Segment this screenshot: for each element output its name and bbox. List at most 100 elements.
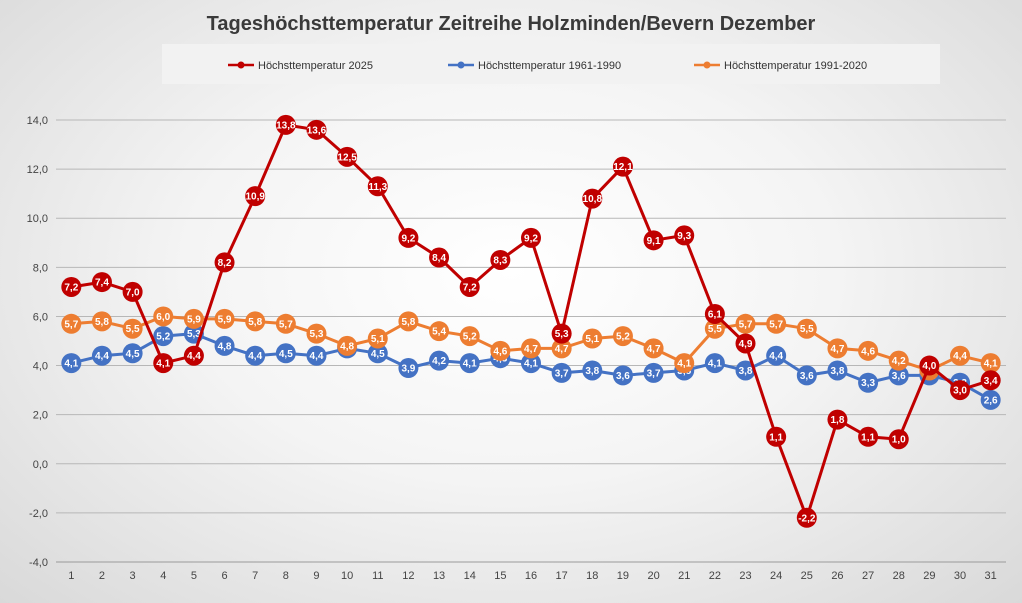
y-axis: -4,0 -2,0 0,0 2,0 4,0 6,0 8,0 10,0 12,0 14,0 [27,115,48,569]
data-point [275,313,296,334]
data-point [337,146,358,167]
data-point [398,358,419,379]
data-point [704,318,725,339]
x-tick-label: 15 [494,570,506,582]
data-label: 6,0 [156,312,170,323]
data-point [429,350,450,371]
data-point [61,313,82,334]
data-label: 7,0 [126,287,140,298]
data-point [796,318,817,339]
data-point [153,326,174,347]
data-label: 5,3 [310,329,324,340]
data-label: 4,1 [524,359,538,370]
data-label: 8,2 [218,258,232,269]
data-label: -2,2 [798,513,816,524]
data-point [306,323,327,344]
data-point [521,227,541,248]
data-point [643,338,664,359]
data-label: 4,1 [156,359,170,370]
data-label: 4,0 [922,361,936,372]
legend-label: Höchsttemperatur 1961-1990 [478,60,621,72]
x-tick-label: 20 [647,570,659,582]
data-label: 4,8 [218,341,232,352]
data-label: 11,3 [368,182,387,193]
data-label: 9,3 [677,231,691,242]
data-point [275,114,296,135]
x-tick-label: 8 [283,570,289,582]
data-label: 5,8 [248,317,262,328]
x-tick-label: 5 [191,570,197,582]
x-tick-label: 31 [985,570,997,582]
series-line [71,123,992,520]
data-label: 5,5 [126,324,140,335]
data-point [490,340,511,361]
data-point [796,507,817,528]
data-point [674,225,695,246]
data-label: 5,8 [95,317,109,328]
data-point [490,249,511,270]
data-label: 3,6 [892,371,906,382]
data-label: 10,9 [245,192,265,203]
data-label: 10,8 [583,194,603,205]
data-label: 3,7 [647,368,661,379]
data-point [766,313,787,334]
data-label: 4,4 [248,351,262,362]
data-label: 7,4 [95,278,109,289]
data-label: 4,4 [95,351,109,362]
data-label: 4,5 [371,349,385,360]
data-point [367,176,388,197]
data-label: 13,8 [276,120,296,131]
data-label: 3,8 [585,366,599,377]
x-tick-label: 4 [160,570,166,582]
data-label: 4,1 [64,359,78,370]
data-point [306,345,327,366]
data-point [245,311,266,332]
data-point [704,303,725,324]
data-label: 5,7 [739,319,753,330]
data-label: 7,2 [64,282,78,293]
y-tick-label: 2,0 [33,410,48,422]
data-point [551,338,572,359]
data-point [980,353,1001,374]
data-label: 5,2 [156,332,170,343]
x-tick-label: 17 [556,570,568,582]
data-point [643,362,664,383]
series-1: 7,2 7,4 7,0 4,1 4,4 8,2 10,9 13,8 13,6 12,5 11,3 9,… [61,114,1001,528]
data-point [61,276,82,297]
data-point [91,345,112,366]
data-label: 12,5 [337,152,357,163]
data-label: 4,4 [953,351,967,362]
data-label: 5,8 [401,317,415,328]
data-label: 4,6 [861,346,875,357]
data-label: 4,1 [984,359,998,370]
data-point [153,353,174,374]
y-tick-label: -4,0 [29,557,48,569]
data-point [980,389,1001,410]
data-label: 4,4 [769,351,783,362]
x-tick-label: 21 [678,570,690,582]
x-tick-label: 18 [586,570,598,582]
legend-marker [237,61,245,69]
legend-entry-1: Höchsttemperatur 2025 [228,60,373,72]
data-point [766,345,787,366]
data-label: 9,2 [401,233,415,244]
x-tick-label: 26 [831,570,843,582]
data-label: 5,1 [585,334,599,345]
legend-box [162,44,940,84]
y-tick-label: -2,0 [29,508,48,520]
data-point [858,372,879,393]
x-tick-label: 14 [464,570,476,582]
legend: Höchsttemperatur 2025 Höchsttemperatur 19… [162,44,940,84]
data-label: 8,3 [493,255,507,266]
data-point [643,230,664,251]
data-label: 7,2 [463,282,477,293]
y-tick-label: 12,0 [27,164,48,176]
data-point [888,350,909,371]
data-point [950,380,971,401]
data-point [582,360,603,381]
data-point [582,188,603,209]
data-point [91,272,112,293]
data-label: 3,9 [401,364,415,375]
data-label: 4,8 [340,341,354,352]
